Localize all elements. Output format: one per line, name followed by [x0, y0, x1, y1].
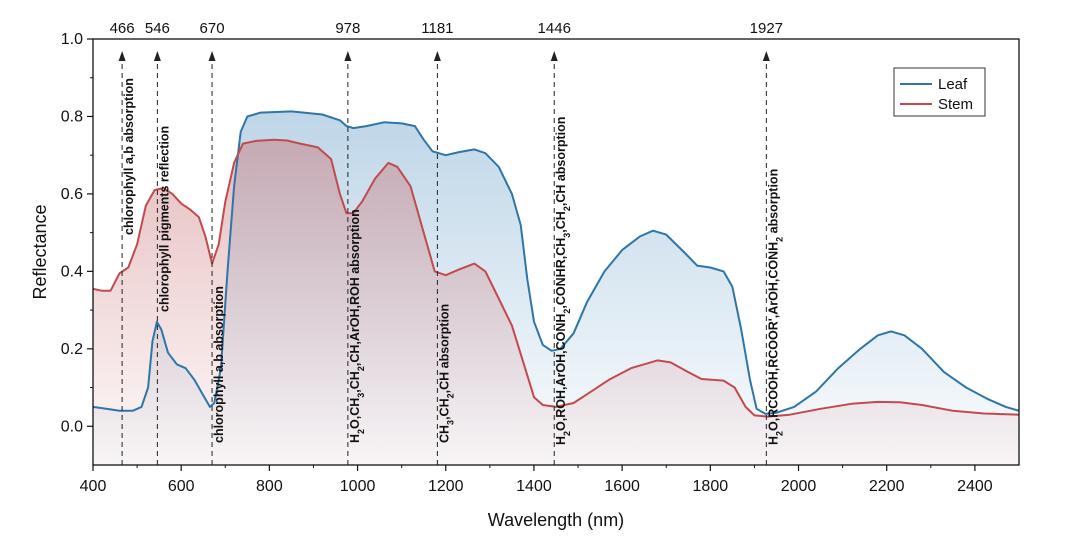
- band-annotations: chlorophyll a,b absorption chlorophyll pi…: [122, 78, 784, 445]
- legend: Leaf Stem: [893, 67, 986, 117]
- area-fills: [93, 111, 1019, 465]
- annotation-1927: H2O,RCOOH,RCOOR',ArOH,CONH2 absorption: [766, 169, 784, 445]
- annotation-466: chlorophyll a,b absorption: [122, 78, 136, 235]
- x-tick-label: 600: [168, 478, 195, 495]
- y-tick-label: 0.2: [61, 341, 83, 358]
- series-area-stem: [93, 139, 1019, 465]
- x-tick-label: 800: [256, 478, 283, 495]
- series-line-leaf: [93, 110, 1019, 415]
- marker-arrow-1446: [550, 51, 558, 61]
- legend-box: [893, 67, 986, 117]
- x-tick-label: 1400: [516, 478, 552, 495]
- y-tick-label: 0.8: [61, 108, 83, 125]
- y-tick-label: 0.0: [61, 418, 83, 435]
- series-line-stem: [93, 138, 1019, 418]
- marker-arrow-1181: [433, 51, 441, 61]
- y-tick-label: 0.4: [61, 263, 83, 280]
- marker-arrow-466: [118, 51, 126, 61]
- annotation-1181: CH3,CH2,CH absorption: [437, 304, 455, 443]
- x-tick-label: 1000: [340, 478, 376, 495]
- x-axis-title: Wavelength (nm): [488, 510, 624, 530]
- marker-arrow-1927: [762, 51, 770, 61]
- wavelength-markers: 466 546 670 978 1181 1446 1927: [110, 20, 783, 465]
- legend-label-stem: Stem: [938, 96, 973, 113]
- marker-label-1446: 1446: [538, 20, 571, 37]
- marker-label-670: 670: [200, 20, 225, 37]
- x-tick-label: 1600: [604, 478, 640, 495]
- y-axis-title: Reflectance: [30, 204, 50, 299]
- y-tick-label: 1.0: [61, 31, 83, 48]
- y-tick-label: 0.6: [61, 186, 83, 203]
- marker-label-546: 546: [145, 20, 170, 37]
- annotation-978: H2O,CH3,CH2,CH,ArOH,ROH absorption: [348, 209, 366, 443]
- x-tick-label: 2000: [781, 478, 817, 495]
- x-tick-label: 1200: [428, 478, 464, 495]
- marker-label-978: 978: [335, 20, 360, 37]
- marker-arrow-670: [208, 51, 216, 61]
- x-axis-ticks: 400 600 800 1000 1200 1400 1600 1800 2000 2200 240…: [80, 465, 993, 495]
- annotation-670: chlorophyll a,b absorption: [212, 286, 226, 443]
- marker-arrow-546: [153, 51, 161, 61]
- annotation-1446: H2O,ROH,ArOH,CONH2,CONHR,CH3,CH2,CH abso…: [554, 117, 572, 445]
- x-tick-label: 2400: [957, 478, 993, 495]
- x-tick-label: 2200: [869, 478, 905, 495]
- marker-label-1181: 1181: [421, 20, 453, 37]
- series-lines: [93, 110, 1019, 418]
- marker-label-1927: 1927: [750, 20, 783, 37]
- plot-frame: [92, 38, 1020, 466]
- legend-label-leaf: Leaf: [938, 76, 968, 93]
- annotation-546: chlorophyll pigments reflection: [157, 126, 171, 312]
- y-axis-ticks: 0.0 0.2 0.4 0.6 0.8 1.0: [61, 31, 93, 435]
- marker-label-466: 466: [110, 20, 135, 37]
- x-tick-label: 400: [80, 478, 107, 495]
- x-tick-label: 1800: [693, 478, 729, 495]
- marker-arrow-978: [344, 51, 352, 61]
